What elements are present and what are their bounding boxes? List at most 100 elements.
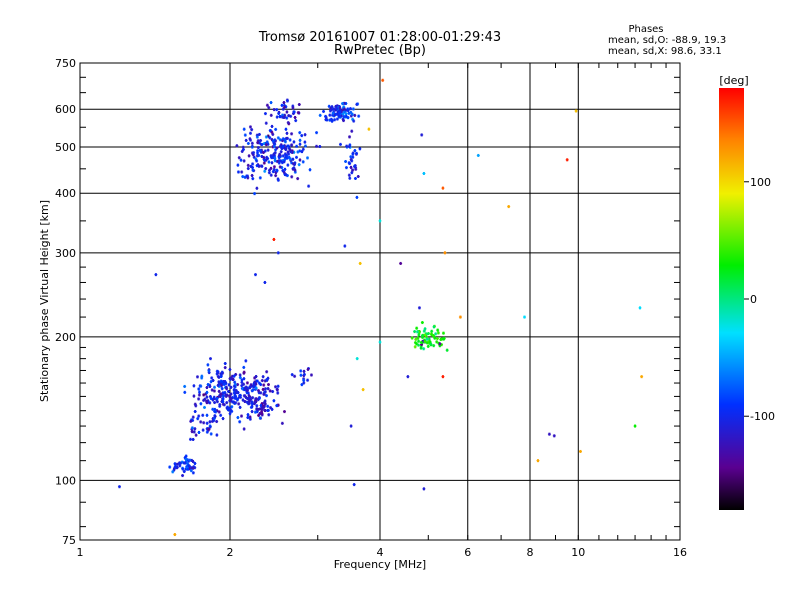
data-point (290, 151, 294, 153)
data-point (351, 118, 355, 120)
data-point (241, 148, 245, 150)
data-point (189, 420, 193, 422)
data-point (293, 116, 297, 118)
data-point (274, 171, 278, 173)
data-point (419, 347, 423, 349)
data-point (275, 160, 279, 162)
data-point (441, 332, 445, 334)
data-point (292, 141, 296, 143)
data-point (290, 162, 294, 164)
data-point (229, 377, 233, 379)
data-point (337, 115, 341, 117)
data-point (638, 307, 642, 309)
data-point (284, 137, 288, 139)
data-point (416, 344, 420, 346)
data-point (330, 106, 334, 108)
data-point (253, 401, 257, 403)
data-point (221, 381, 225, 383)
data-point (241, 399, 245, 401)
data-point (435, 338, 439, 340)
data-point (242, 389, 246, 391)
data-point (427, 338, 431, 340)
data-point (212, 396, 216, 398)
data-point (420, 336, 424, 338)
x-tick-label: 10 (571, 546, 585, 559)
data-point (342, 116, 346, 118)
data-point (285, 175, 289, 177)
data-point (181, 468, 185, 470)
data-point (261, 151, 265, 153)
data-point (173, 463, 177, 465)
data-point (302, 370, 306, 372)
data-point (288, 139, 292, 141)
data-point (240, 150, 244, 152)
data-point (218, 405, 222, 407)
data-point (246, 175, 250, 177)
data-point (433, 337, 437, 339)
data-point (246, 417, 250, 419)
data-point (247, 155, 251, 157)
data-point (247, 402, 251, 404)
colorbar-label: [deg] (719, 74, 748, 87)
data-point (191, 467, 195, 469)
data-point (228, 407, 232, 409)
data-point (361, 389, 365, 391)
data-point (236, 171, 240, 173)
data-point (180, 461, 184, 463)
data-point (330, 120, 334, 122)
data-point (246, 168, 250, 170)
data-point (223, 367, 227, 369)
colorbar (719, 88, 744, 510)
data-point (420, 335, 424, 337)
data-point (290, 176, 294, 178)
data-point (353, 177, 357, 179)
data-point (292, 151, 296, 153)
data-point (338, 143, 342, 145)
data-point (223, 363, 227, 365)
data-point (257, 133, 261, 135)
data-point (272, 169, 276, 171)
data-point (230, 375, 234, 377)
data-point (191, 460, 195, 462)
data-point (262, 156, 266, 158)
data-point (213, 410, 217, 412)
data-point (252, 152, 256, 154)
data-point (353, 150, 357, 152)
data-point (219, 414, 223, 416)
data-point (236, 164, 240, 166)
y-tick-label: 200 (55, 331, 76, 344)
data-point (256, 152, 260, 154)
data-point (254, 383, 258, 385)
data-point (199, 385, 203, 387)
data-point (251, 163, 255, 165)
data-point (212, 417, 216, 419)
data-point (282, 161, 286, 163)
data-point (278, 145, 282, 147)
data-point (417, 334, 421, 336)
data-point (441, 376, 445, 378)
data-point (248, 132, 252, 134)
data-point (257, 392, 261, 394)
data-point (192, 395, 196, 397)
data-point (184, 468, 188, 470)
data-point (211, 380, 215, 382)
data-point (266, 405, 270, 407)
data-point (262, 406, 266, 408)
data-point (250, 401, 254, 403)
data-point (215, 410, 219, 412)
data-point (265, 141, 269, 143)
y-tick-label: 500 (55, 141, 76, 154)
data-point (242, 378, 246, 380)
data-point (209, 381, 213, 383)
data-point (340, 109, 344, 111)
data-point (191, 472, 195, 474)
data-point (441, 187, 445, 189)
data-point (231, 378, 235, 380)
data-point (233, 384, 237, 386)
data-point (346, 117, 350, 119)
data-point (293, 171, 297, 173)
data-point (301, 161, 305, 163)
data-point (253, 377, 257, 379)
data-point (523, 316, 527, 318)
data-point (187, 465, 191, 467)
